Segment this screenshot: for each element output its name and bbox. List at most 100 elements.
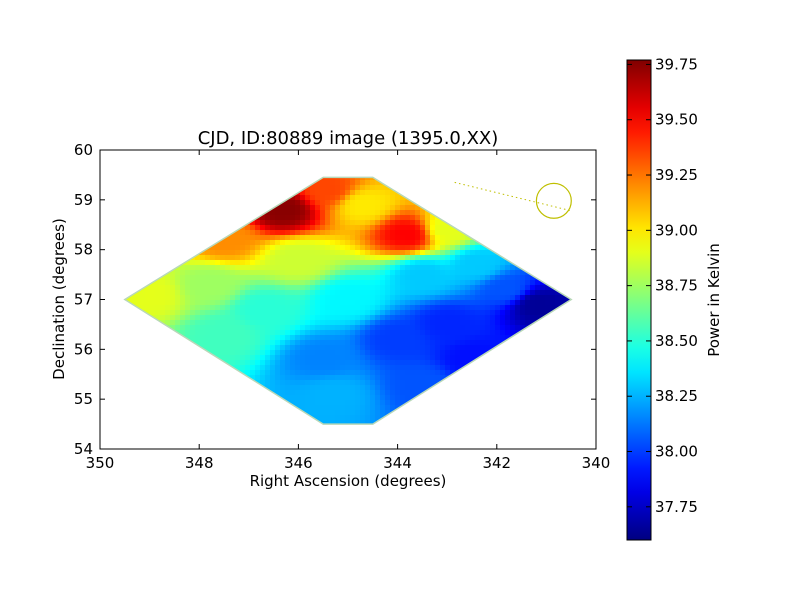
heatmap-cell [185, 185, 191, 191]
heatmap-cell [435, 220, 441, 226]
heatmap-cell [355, 290, 361, 296]
heatmap-cell [460, 265, 466, 271]
heatmap-cell [350, 295, 356, 301]
heatmap-cell [350, 230, 356, 236]
heatmap-cell [175, 200, 181, 206]
heatmap-cell [585, 220, 591, 226]
heatmap-cell [300, 177, 306, 181]
heatmap-cell [310, 185, 316, 191]
heatmap-cell [165, 235, 171, 241]
heatmap-cell [380, 170, 386, 176]
heatmap-cell [520, 245, 526, 251]
heatmap-cell [270, 190, 276, 196]
heatmap-cell [190, 305, 196, 311]
heatmap-cell [580, 280, 586, 286]
heatmap-cell [395, 390, 401, 396]
heatmap-cell [135, 170, 141, 176]
heatmap-cell [280, 395, 286, 401]
heatmap-cell [335, 180, 341, 186]
heatmap-cell [415, 310, 421, 316]
heatmap-cell [425, 350, 431, 356]
heatmap-cell [250, 385, 256, 391]
heatmap-cell [405, 200, 411, 206]
heatmap-cell [575, 295, 581, 301]
heatmap-cell [400, 195, 406, 201]
heatmap-cell [585, 385, 591, 391]
heatmap-cell [510, 355, 516, 361]
heatmap-cell [375, 315, 381, 321]
heatmap-cell [195, 385, 201, 391]
heatmap-cell [380, 370, 386, 376]
heatmap-cell [570, 160, 576, 166]
heatmap-cell [390, 235, 396, 241]
heatmap-cell [250, 190, 256, 196]
heatmap-cell [380, 375, 386, 381]
heatmap-cell [335, 275, 341, 281]
heatmap-cell [405, 380, 411, 386]
heatmap-cell [465, 225, 471, 231]
heatmap-cell [425, 250, 431, 256]
heatmap-cell [455, 210, 461, 216]
heatmap-cell [365, 335, 371, 341]
heatmap-cell [460, 160, 466, 166]
heatmap-cell [545, 220, 551, 226]
heatmap-cell [320, 260, 326, 266]
heatmap-cell [300, 195, 306, 201]
heatmap-cell [130, 220, 136, 226]
heatmap-cell [320, 150, 326, 156]
heatmap-cell [585, 150, 591, 156]
heatmap-cell [275, 180, 281, 186]
heatmap-cell [180, 210, 186, 216]
heatmap-cell [220, 205, 226, 211]
heatmap-cell [440, 365, 446, 371]
heatmap-cell [575, 175, 581, 181]
heatmap-cell [320, 160, 326, 166]
heatmap-cell [505, 245, 511, 251]
heatmap-cell [290, 395, 296, 401]
heatmap-cell [130, 205, 136, 211]
heatmap-cell [215, 250, 221, 256]
heatmap-cell [515, 230, 521, 236]
heatmap-cell [495, 210, 501, 216]
heatmap-cell [305, 310, 311, 316]
heatmap-cell [370, 255, 376, 261]
heatmap-cell [475, 255, 481, 261]
heatmap-cell [395, 375, 401, 381]
heatmap-cell [255, 245, 261, 251]
heatmap-cell [310, 285, 316, 291]
heatmap-cell [310, 325, 316, 331]
heatmap-cell [485, 295, 491, 301]
heatmap-cell [350, 325, 356, 331]
heatmap-cell [455, 177, 461, 181]
heatmap-cell [440, 340, 446, 346]
heatmap-cell [350, 155, 356, 161]
heatmap-cell [275, 370, 281, 376]
heatmap-cell [105, 275, 111, 281]
heatmap-cell [395, 295, 401, 301]
heatmap-cell [350, 340, 356, 346]
heatmap-cell [210, 330, 216, 336]
heatmap-cell [515, 245, 521, 251]
heatmap-cell [295, 170, 301, 176]
heatmap-cell [525, 375, 531, 381]
heatmap-cell [360, 355, 366, 361]
heatmap-cell [100, 170, 106, 176]
heatmap-cell [145, 180, 151, 186]
heatmap-cell [275, 215, 281, 221]
heatmap-cell [105, 175, 111, 181]
heatmap-cell [310, 350, 316, 356]
heatmap-cell [105, 165, 111, 171]
heatmap-cell [145, 205, 151, 211]
heatmap-cell [280, 360, 286, 366]
heatmap-cell [580, 240, 586, 246]
heatmap-cell [430, 255, 436, 261]
heatmap-cell [540, 160, 546, 166]
heatmap-cell [195, 200, 201, 206]
heatmap-cell [470, 330, 476, 336]
heatmap-cell [565, 195, 571, 201]
heatmap-cell [195, 170, 201, 176]
heatmap-cell [130, 345, 136, 351]
heatmap-cell [265, 230, 271, 236]
heatmap-cell [295, 315, 301, 321]
heatmap-cell [510, 165, 516, 171]
